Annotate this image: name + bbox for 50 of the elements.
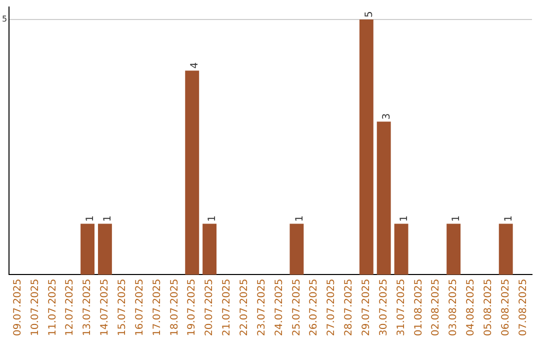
x-tick-label: 25.07.2025 [291, 278, 302, 336]
x-tick-label: 07.08.2025 [518, 278, 529, 336]
bar [394, 224, 408, 275]
bar [80, 224, 94, 275]
x-tick-label: 20.07.2025 [204, 278, 216, 336]
x-tick-label: 13.07.2025 [82, 278, 94, 336]
x-tick-label: 05.08.2025 [483, 278, 494, 336]
bar [290, 224, 304, 275]
x-tick-label: 04.08.2025 [466, 278, 477, 336]
x-tick-label: 30.07.2025 [378, 278, 390, 336]
bar [185, 70, 200, 275]
x-tick-label: 03.08.2025 [448, 278, 460, 336]
bar [376, 122, 391, 275]
data-label: 4 [190, 62, 201, 69]
x-tick-label: 31.07.2025 [396, 278, 407, 336]
data-label: 3 [381, 113, 392, 120]
bar [498, 224, 513, 275]
data-label: 1 [102, 215, 114, 222]
data-label: 1 [85, 215, 96, 222]
data-label: 1 [207, 215, 218, 222]
data-label: 1 [294, 215, 306, 222]
x-tick-label: 29.07.2025 [361, 278, 372, 336]
x-tick-label: 09.07.2025 [12, 278, 24, 336]
x-tick-label: 22.07.2025 [238, 278, 250, 336]
data-label: 1 [503, 215, 514, 222]
x-tick-label: 10.07.2025 [30, 278, 41, 336]
data-label: 1 [398, 215, 410, 222]
x-tick-label: 24.07.2025 [274, 278, 285, 336]
x-tick-label: 23.07.2025 [256, 278, 268, 336]
x-tick-label: 21.07.2025 [222, 278, 233, 336]
x-tick-label: 16.07.2025 [134, 278, 146, 336]
x-tick-label: 11.07.2025 [47, 278, 58, 336]
x-tick-label: 06.08.2025 [500, 278, 512, 336]
x-tick-label: 14.07.2025 [100, 278, 111, 336]
bar [446, 224, 461, 275]
bar [98, 224, 112, 275]
x-tick-label: 17.07.2025 [152, 278, 163, 336]
x-tick-label: 19.07.2025 [186, 278, 198, 336]
x-tick-label: 15.07.2025 [116, 278, 128, 336]
data-label: 5 [364, 11, 376, 18]
x-tick-label: 27.07.2025 [326, 278, 338, 336]
x-tick-label: 02.08.2025 [430, 278, 442, 336]
x-tick-label: 26.07.2025 [308, 278, 320, 336]
bar [202, 224, 217, 275]
x-tick-label: 12.07.2025 [64, 278, 76, 336]
x-tick-label: 01.08.2025 [413, 278, 424, 336]
bar [359, 20, 374, 275]
x-tick-label: 18.07.2025 [169, 278, 180, 336]
data-label: 1 [451, 215, 462, 222]
x-tick-label: 28.07.2025 [344, 278, 355, 336]
